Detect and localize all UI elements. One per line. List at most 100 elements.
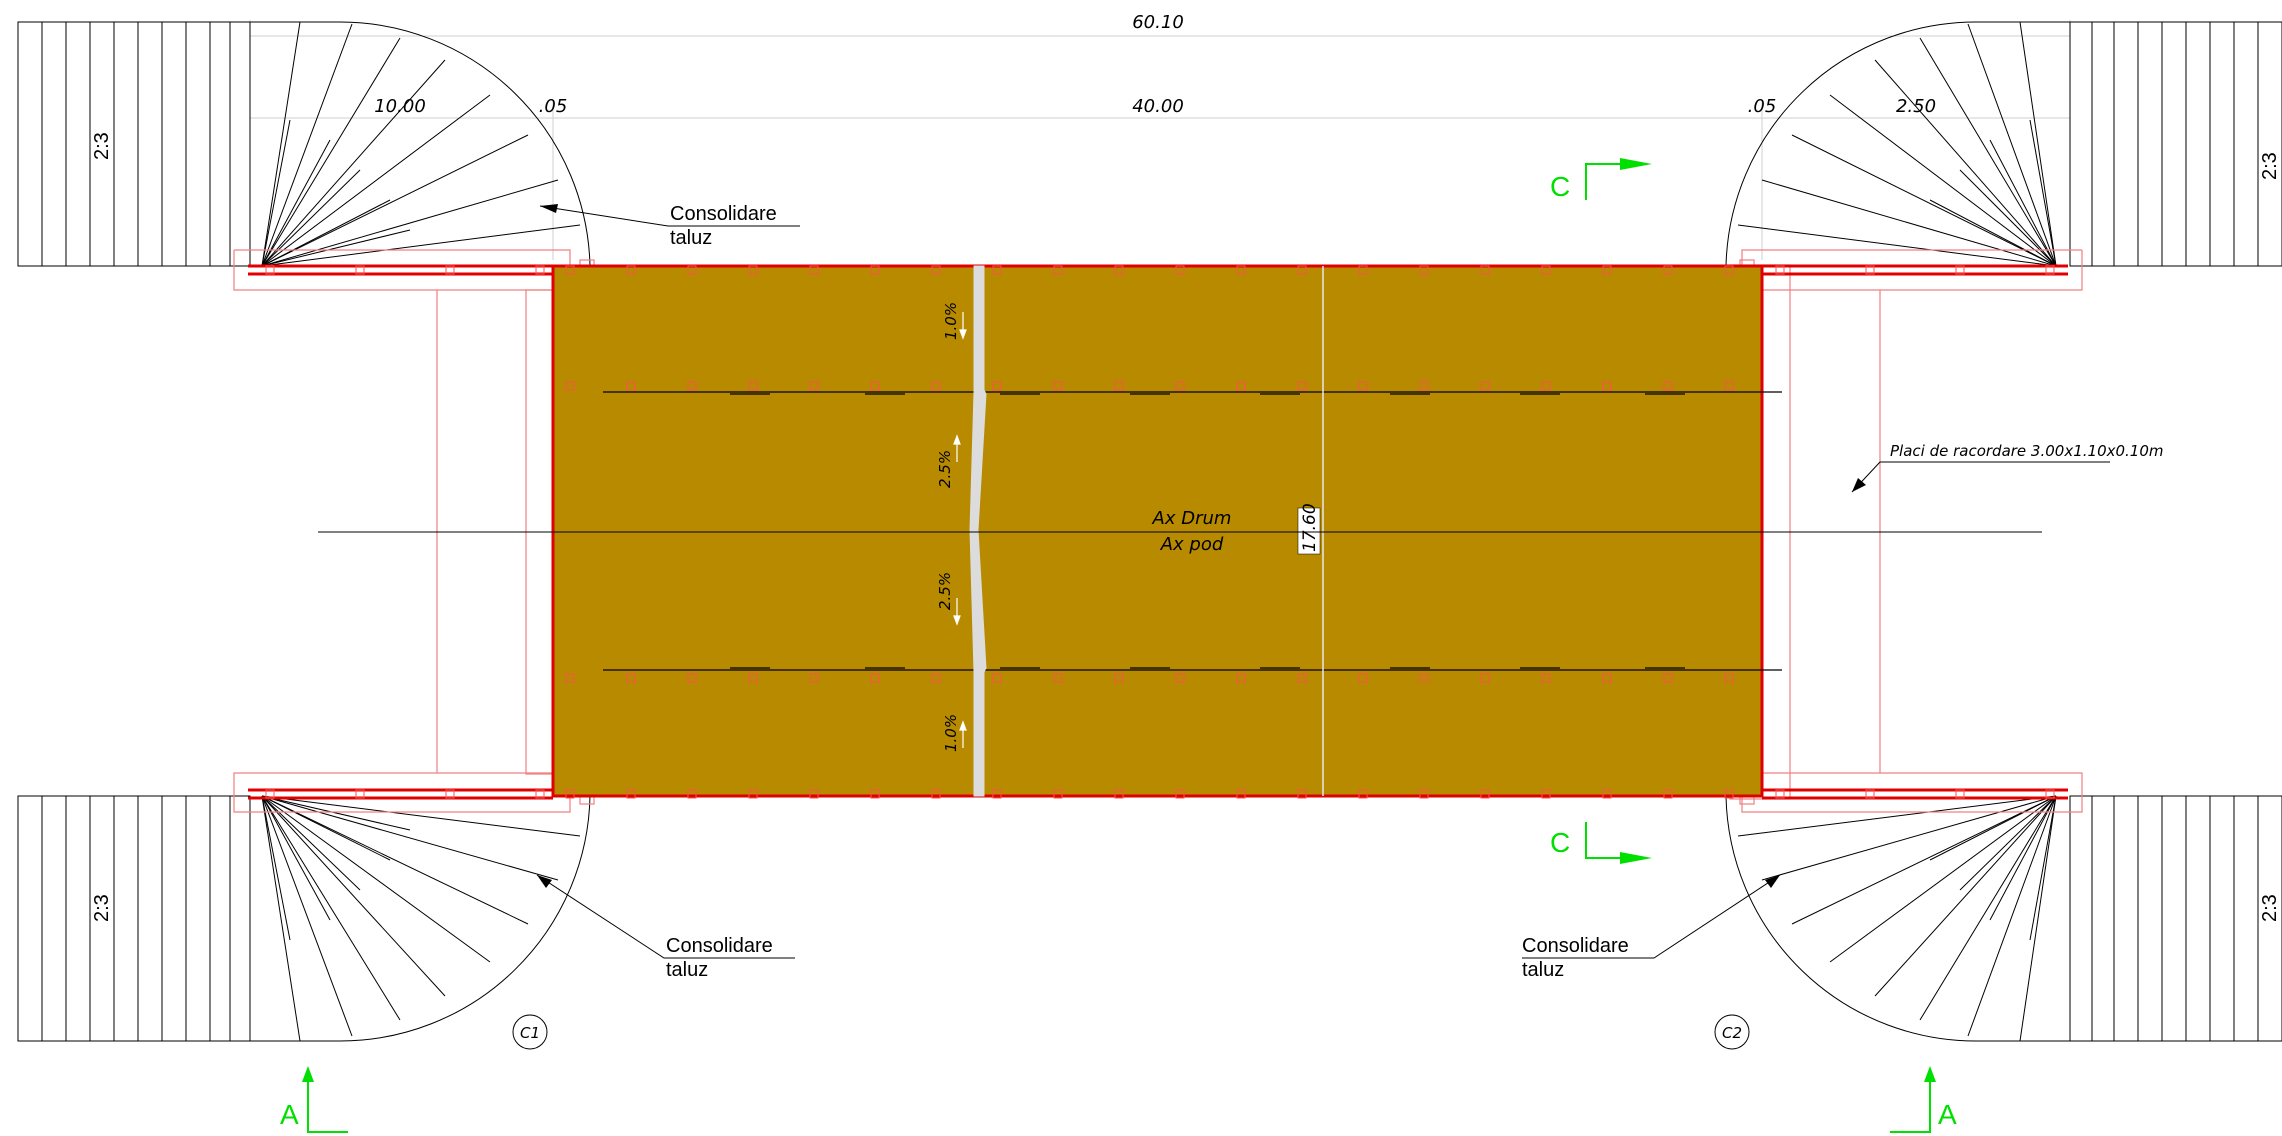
drain-square [626,789,636,799]
drain-square [1480,673,1490,683]
drain-square [565,265,575,275]
drain-square [748,789,758,799]
drain-square [626,673,636,683]
drain-square [748,673,758,683]
slope-ratio-bottom-left: 2:3 [91,894,113,922]
deck-width-label: 17.60 [1300,503,1320,552]
drain-square [1602,265,1612,275]
drain-square [265,265,275,275]
section-markers [307,163,1931,1133]
drain-square [1175,673,1185,683]
drain-square [626,265,636,275]
consolidation-note-bottom-right-1: Consolidare [1522,935,1629,957]
drain-square [1480,381,1490,391]
drain-square [535,265,545,275]
drain-square [1724,789,1734,799]
drain-square [1053,381,1063,391]
drain-square [992,265,1002,275]
dimension-right-joint: .05 [1748,96,1777,117]
drain-square [1865,265,1875,275]
drain-square [809,381,819,391]
consolidation-note-bottom-left-2: taluz [666,959,708,981]
slope-cone-bottom-right [1725,795,2070,1042]
drain-square [992,381,1002,391]
slope-cone-top-right [1725,21,2070,267]
drain-square [1358,789,1368,799]
drain-square [870,381,880,391]
drain-square [565,673,575,683]
slope-arrows [953,312,967,748]
section-arrowheads [302,158,1936,1082]
drain-square [535,789,545,799]
drain-square [809,673,819,683]
drain-square [1053,789,1063,799]
drain-square [1724,381,1734,391]
drain-square [931,789,941,799]
slope-label-bottom: 1.0% [942,714,960,752]
drain-square [687,789,697,799]
drain-square [1297,673,1307,683]
abutment-label-c1: C1 [520,1024,540,1042]
drain-square [1419,265,1429,275]
drain-square [1775,265,1785,275]
drain-square [1358,673,1368,683]
drain-square [1114,381,1124,391]
drain-square [1419,673,1429,683]
drain-square [1724,673,1734,683]
drain-square [870,265,880,275]
drain-square [1480,789,1490,799]
drain-square [1663,673,1673,683]
axis-bridge-label: Ax pod [1160,534,1224,555]
drain-square [1114,265,1124,275]
drain-square [1602,789,1612,799]
slope-label-upper: 2.5% [936,450,954,488]
transition-plates-note: Placi de racordare 3.00x1.10x0.10m [1890,442,2164,460]
slope-ratio-bottom-right: 2:3 [2259,894,2281,922]
section-a-label-right: A [1938,1099,1957,1130]
drain-square [2045,265,2055,275]
drain-square [445,265,455,275]
drain-square [1955,265,1965,275]
drain-square [992,673,1002,683]
drain-square [1297,789,1307,799]
embankment-top-left [17,21,251,267]
deck-gutter-ticks [730,393,1685,669]
dimension-main-span: 40.00 [1132,96,1184,117]
drain-square [1541,673,1551,683]
consolidation-note-top-left-1: Consolidare [670,203,777,225]
drain-square [1865,789,1875,799]
drain-square [1358,381,1368,391]
drain-square [748,381,758,391]
drain-square [1663,789,1673,799]
drain-square [1114,673,1124,683]
annotation-arrowheads [537,204,1866,888]
drain-square [1541,381,1551,391]
abutment-marker-c2 [1714,1014,1750,1050]
drain-square [1955,789,1965,799]
drain-square [1175,789,1185,799]
crown-profile [969,265,987,797]
drain-square [1358,265,1368,275]
dimension-total: 60.10 [1132,12,1184,33]
section-c-label-top: C [1550,171,1570,202]
drain-square [809,265,819,275]
drain-square [992,789,1002,799]
abutment-marker-c1 [512,1014,548,1050]
drain-square [565,381,575,391]
drain-square [687,381,697,391]
drain-square [931,265,941,275]
dimension-left-span: 10.00 [374,96,426,117]
slope-label-lower: 2.5% [936,572,954,610]
drain-square [1053,673,1063,683]
drain-square [809,789,819,799]
drain-square [355,265,365,275]
slope-cone-top-left [250,21,591,267]
drain-square [1114,789,1124,799]
drain-square [1419,789,1429,799]
abutment-caps [248,264,2068,800]
drain-square [626,381,636,391]
drain-square [355,789,365,799]
drain-square [931,673,941,683]
drain-square [1297,265,1307,275]
